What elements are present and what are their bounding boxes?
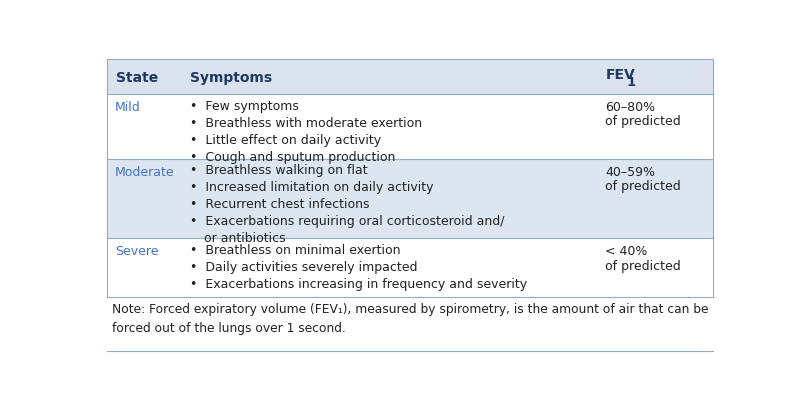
Text: •  Breathless with moderate exertion: • Breathless with moderate exertion xyxy=(190,117,422,130)
Text: 60–80%: 60–80% xyxy=(606,101,655,114)
Text: of predicted: of predicted xyxy=(606,115,681,128)
Text: •  Little effect on daily activity: • Little effect on daily activity xyxy=(190,134,381,147)
Bar xyxy=(107,59,713,94)
Text: •  Recurrent chest infections: • Recurrent chest infections xyxy=(190,198,370,211)
Text: •  Daily activities severely impacted: • Daily activities severely impacted xyxy=(190,261,418,274)
Text: •  Cough and sputum production: • Cough and sputum production xyxy=(190,150,395,164)
Text: Severe: Severe xyxy=(115,245,158,258)
Text: of predicted: of predicted xyxy=(606,180,681,193)
Text: •  Breathless on minimal exertion: • Breathless on minimal exertion xyxy=(190,244,400,257)
Text: •  Breathless walking on flat: • Breathless walking on flat xyxy=(190,164,367,178)
Text: 40–59%: 40–59% xyxy=(606,166,655,179)
Text: Moderate: Moderate xyxy=(115,166,174,179)
Text: •  Exacerbations requiring oral corticosteroid and/: • Exacerbations requiring oral corticost… xyxy=(190,215,504,228)
Text: Note: Forced expiratory volume (FEV₁), measured by spirometry, is the amount of : Note: Forced expiratory volume (FEV₁), m… xyxy=(112,303,709,335)
Text: < 40%: < 40% xyxy=(606,245,648,258)
Text: of predicted: of predicted xyxy=(606,260,681,273)
Text: Symptoms: Symptoms xyxy=(190,71,272,85)
Text: State: State xyxy=(116,71,158,85)
Text: Mild: Mild xyxy=(115,101,141,114)
Text: 1: 1 xyxy=(626,76,635,89)
Text: •  Increased limitation on daily activity: • Increased limitation on daily activity xyxy=(190,182,434,194)
Bar xyxy=(107,238,713,298)
Text: FEV: FEV xyxy=(606,68,635,82)
Bar xyxy=(107,159,713,238)
Text: •  Exacerbations increasing in frequency and severity: • Exacerbations increasing in frequency … xyxy=(190,278,527,291)
Text: or antibiotics: or antibiotics xyxy=(203,232,285,245)
Bar xyxy=(107,94,713,159)
Text: •  Few symptoms: • Few symptoms xyxy=(190,100,298,113)
